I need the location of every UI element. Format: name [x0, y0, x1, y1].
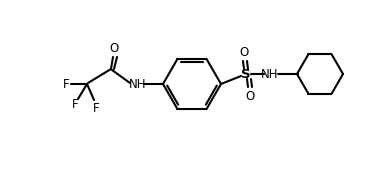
Text: S: S — [241, 67, 251, 80]
Text: F: F — [72, 99, 78, 111]
Text: O: O — [109, 42, 119, 56]
Text: F: F — [63, 78, 69, 90]
Text: NH: NH — [261, 67, 279, 80]
Text: O: O — [245, 89, 255, 103]
Text: F: F — [93, 101, 99, 115]
Text: O: O — [240, 46, 249, 58]
Text: NH: NH — [129, 78, 147, 90]
